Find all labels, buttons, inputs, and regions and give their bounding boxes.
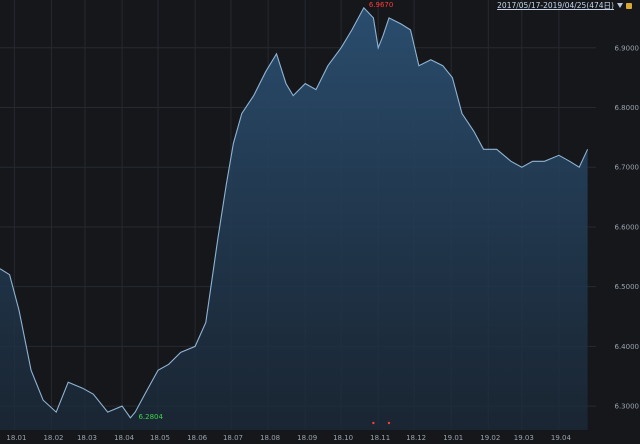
price-area <box>0 7 588 431</box>
chevron-down-icon[interactable] <box>617 3 623 8</box>
x-tick-label: 18.02 <box>43 434 63 442</box>
y-tick-label: 6.7000 <box>615 164 640 172</box>
event-marker[interactable] <box>387 421 391 425</box>
x-tick-label: 18.04 <box>114 434 135 442</box>
x-tick-label: 19.04 <box>551 434 572 442</box>
date-range-selector[interactable]: 2017/05/17-2019/04/25(474日) <box>497 0 632 11</box>
x-tick-label: 18.10 <box>333 434 353 442</box>
x-tick-label: 19.02 <box>480 434 500 442</box>
y-tick-label: 6.9000 <box>615 44 640 52</box>
low-value-label: 6.2804 <box>138 413 163 421</box>
price-line <box>0 6 589 419</box>
high-value-label: 6.9670 <box>369 1 394 9</box>
date-range-label[interactable]: 2017/05/17-2019/04/25(474日) <box>497 1 614 10</box>
x-tick-label: 19.01 <box>443 434 463 442</box>
y-tick-label: 6.3000 <box>615 403 640 411</box>
event-marker[interactable] <box>372 421 375 425</box>
y-tick-label: 6.5000 <box>615 283 640 291</box>
x-tick-label: 18.11 <box>370 434 390 442</box>
x-tick-label: 18.07 <box>223 434 243 442</box>
x-tick-label: 18.08 <box>260 434 280 442</box>
x-tick-label: 18.12 <box>406 434 426 442</box>
lock-icon[interactable] <box>626 2 632 9</box>
x-tick-label: 18.05 <box>150 434 170 442</box>
x-tick-label: 18.09 <box>297 434 317 442</box>
x-tick-label: 18.03 <box>77 434 97 442</box>
x-tick-label: 18.06 <box>187 434 208 442</box>
y-tick-label: 6.6000 <box>615 223 640 231</box>
x-tick-label: 18.01 <box>6 434 26 442</box>
y-tick-label: 6.4000 <box>615 343 640 351</box>
y-tick-label: 6.8000 <box>615 104 640 112</box>
x-tick-label: 19.03 <box>514 434 534 442</box>
